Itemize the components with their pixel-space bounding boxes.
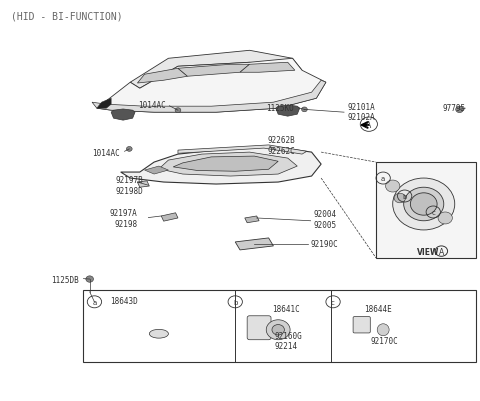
Polygon shape — [144, 167, 168, 174]
Circle shape — [385, 180, 400, 192]
Text: A: A — [366, 120, 372, 130]
Text: 1014AC: 1014AC — [138, 101, 166, 110]
Circle shape — [410, 193, 437, 216]
Text: VIEW: VIEW — [417, 247, 439, 256]
Polygon shape — [178, 146, 307, 155]
Text: 92262B
92262C: 92262B 92262C — [267, 136, 295, 155]
FancyBboxPatch shape — [247, 316, 271, 340]
Polygon shape — [240, 63, 295, 73]
Polygon shape — [120, 147, 321, 184]
Text: 92197A
92198: 92197A 92198 — [109, 209, 137, 228]
Ellipse shape — [149, 330, 168, 338]
Circle shape — [456, 107, 463, 113]
Text: 1014AC: 1014AC — [92, 149, 120, 158]
Ellipse shape — [377, 324, 389, 336]
Circle shape — [438, 213, 452, 225]
Text: 18643D: 18643D — [110, 296, 138, 305]
Text: 92170C: 92170C — [370, 336, 398, 345]
Circle shape — [266, 320, 290, 340]
Polygon shape — [92, 81, 326, 113]
FancyBboxPatch shape — [376, 163, 476, 258]
Circle shape — [86, 276, 94, 283]
Text: b: b — [402, 194, 407, 200]
Text: A: A — [439, 247, 444, 256]
Polygon shape — [111, 110, 135, 121]
Polygon shape — [130, 51, 302, 89]
Circle shape — [301, 108, 307, 113]
Text: 97795: 97795 — [442, 103, 465, 113]
Text: 1125DB: 1125DB — [51, 275, 79, 284]
Text: 92004
92005: 92004 92005 — [314, 210, 337, 229]
Polygon shape — [276, 106, 300, 117]
Polygon shape — [159, 153, 297, 176]
Polygon shape — [137, 181, 149, 188]
Text: a: a — [92, 299, 96, 305]
Text: 92160G
92214: 92160G 92214 — [275, 331, 302, 350]
Polygon shape — [97, 59, 326, 113]
Polygon shape — [245, 217, 259, 223]
Circle shape — [394, 194, 406, 203]
Text: c: c — [331, 299, 335, 305]
Circle shape — [175, 109, 181, 113]
Text: 92101A
92102A: 92101A 92102A — [348, 102, 376, 122]
Polygon shape — [235, 238, 274, 250]
Polygon shape — [173, 157, 278, 172]
Text: 18644E: 18644E — [364, 304, 392, 313]
Circle shape — [404, 188, 444, 221]
Polygon shape — [137, 69, 188, 84]
Circle shape — [393, 178, 455, 230]
Text: 1125KO: 1125KO — [266, 103, 294, 113]
Circle shape — [126, 147, 132, 152]
Text: 18641C: 18641C — [272, 304, 300, 313]
Polygon shape — [97, 99, 111, 109]
Text: 92197B
92198D: 92197B 92198D — [116, 176, 144, 195]
Text: b: b — [233, 299, 238, 305]
FancyBboxPatch shape — [353, 317, 370, 333]
Text: (HID - BI-FUNCTION): (HID - BI-FUNCTION) — [11, 11, 122, 21]
Polygon shape — [178, 65, 250, 77]
Circle shape — [272, 325, 284, 335]
Text: c: c — [432, 209, 435, 215]
Polygon shape — [161, 213, 178, 222]
Text: a: a — [381, 176, 385, 182]
Text: 92190C: 92190C — [311, 239, 338, 248]
